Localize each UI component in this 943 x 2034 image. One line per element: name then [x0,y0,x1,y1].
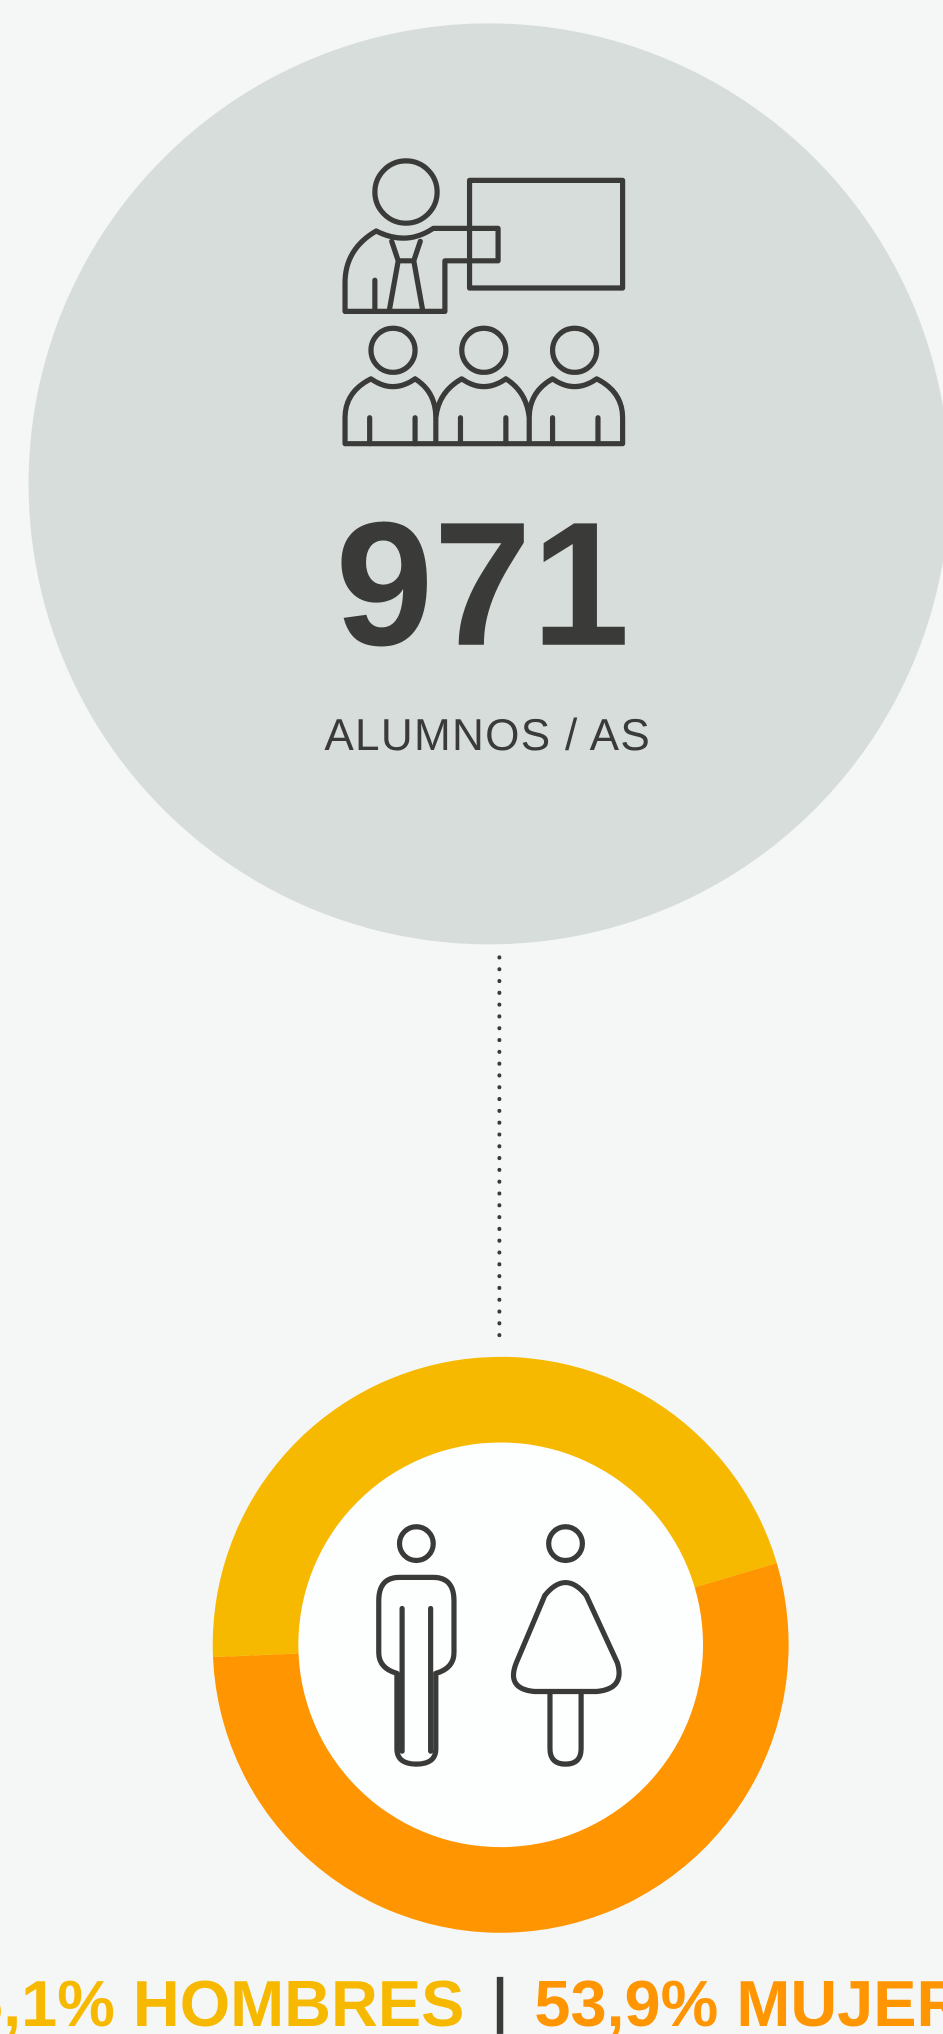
gender-icon [376,1524,622,1767]
legend-value: 46,1% [0,1967,115,2034]
donut-hole [298,1442,704,1848]
stat-value: 971 [335,486,629,683]
teacher-icon [342,158,626,447]
separator [496,1976,504,2034]
legend-women: 53,9% MUJERES [534,1967,943,2034]
legend-men: 46,1% HOMBRES [0,1967,464,2034]
legend-name: MUJERES [736,1967,943,2034]
stat-circle [28,23,943,945]
legend-name: HOMBRES [133,1967,464,2034]
legend-value: 53,9% [534,1967,718,2034]
stat-label: ALUMNOS / AS [324,711,651,760]
